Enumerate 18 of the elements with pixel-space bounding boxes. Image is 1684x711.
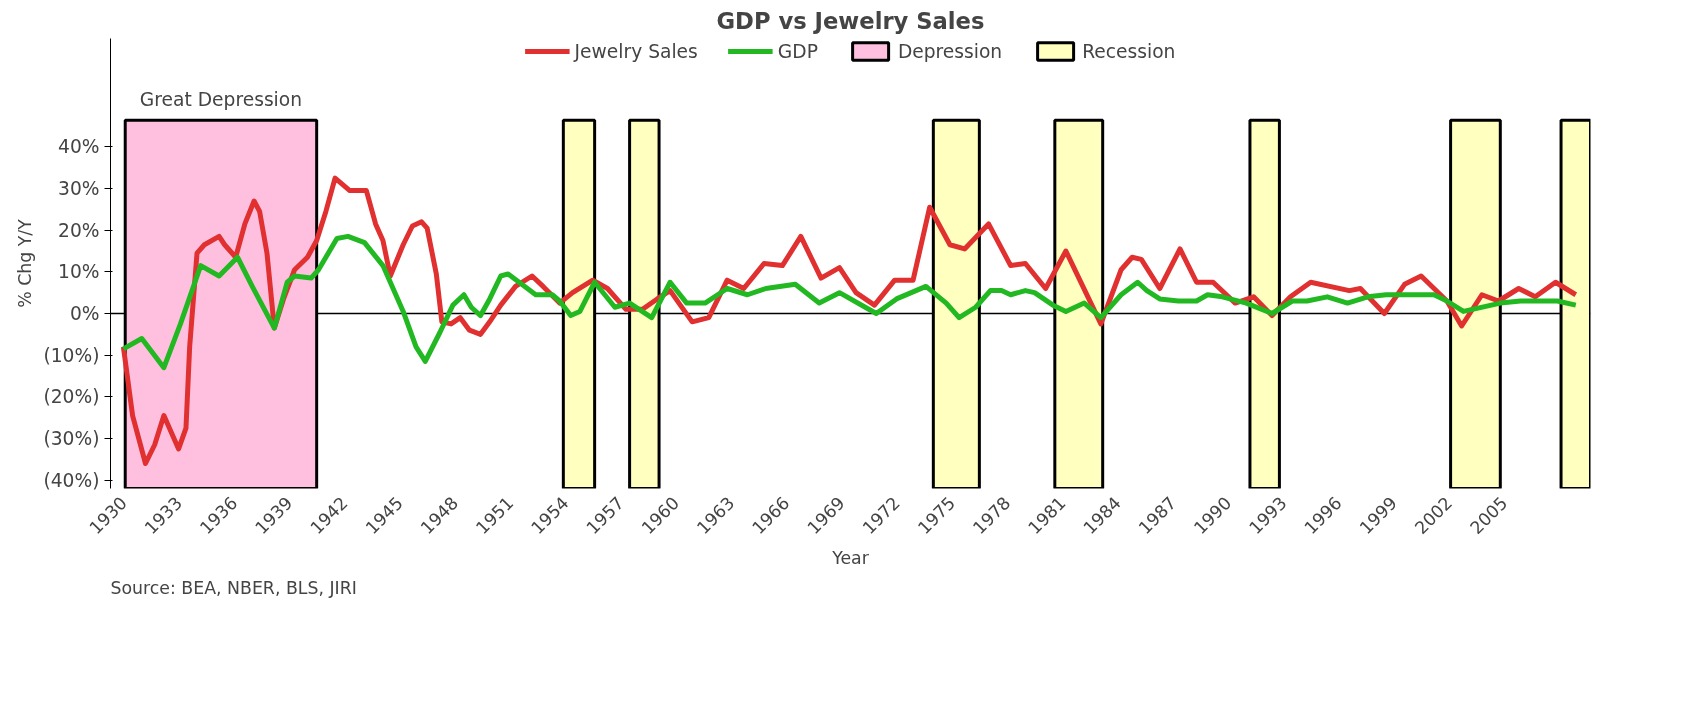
y-tick-label: 0% [69, 303, 100, 324]
y-tick-label: 40% [58, 136, 100, 158]
y-tick-label: (10%) [43, 344, 100, 366]
y-tick-label: (30%) [43, 428, 100, 449]
legend-label: Jewelry Sales [574, 40, 698, 62]
source-note: Source: BEA, NBER, BLS, JIRI [110, 577, 357, 598]
y-axis-title: % Chg Y/Y [15, 218, 36, 308]
y-tick-label: 10% [58, 261, 100, 283]
y-tick-label: (40%) [43, 469, 100, 491]
legend-label: Depression [897, 40, 1003, 62]
y-tick-label: 20% [58, 219, 100, 241]
x-axis-title: Year [831, 547, 870, 568]
annotation: Great Depression [139, 89, 303, 111]
y-tick-label: (20%) [43, 386, 100, 408]
legend-label: Recession [1082, 40, 1176, 62]
legend-label: GDP [777, 40, 818, 62]
chart-title: GDP vs Jewelry Sales [716, 7, 985, 34]
y-tick-label: 30% [58, 178, 100, 199]
